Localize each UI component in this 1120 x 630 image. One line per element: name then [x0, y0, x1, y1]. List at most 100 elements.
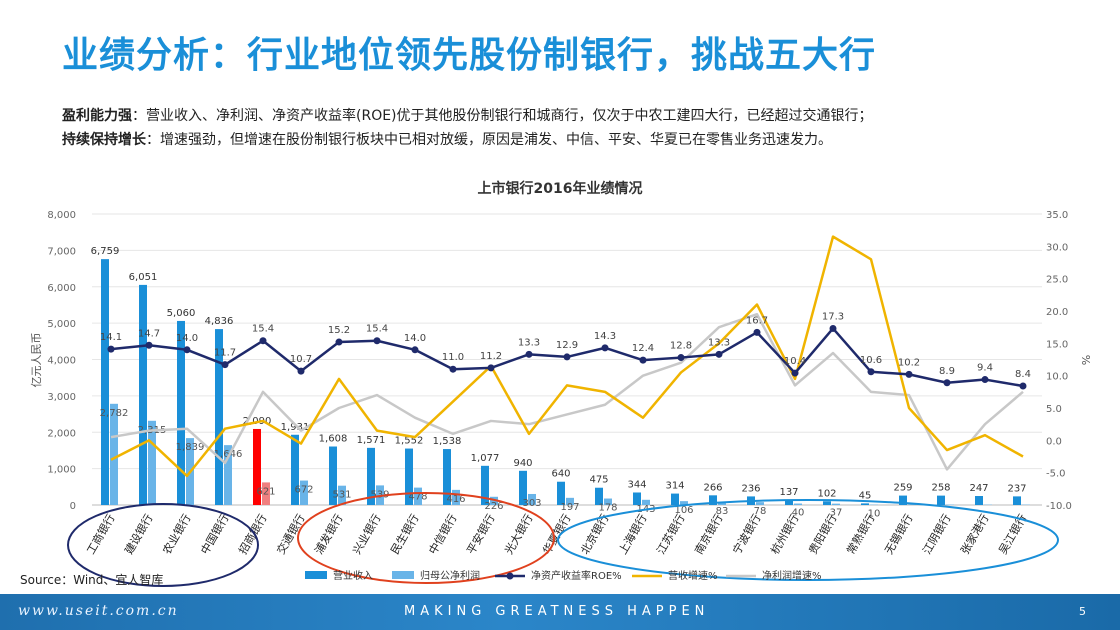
- roe-point: [791, 369, 799, 377]
- revenue-bar: [975, 496, 983, 505]
- profit-bar: [566, 497, 574, 505]
- profit-bar: [452, 489, 460, 505]
- legend-swatch-revenue: [305, 571, 327, 579]
- revenue-bar: [519, 470, 527, 505]
- roe-point: [373, 337, 381, 345]
- revenue-label: 940: [513, 458, 532, 469]
- revenue-label: 1,552: [395, 436, 424, 447]
- category-label: 无锡银行: [881, 512, 915, 557]
- revenue-bar: [671, 493, 679, 505]
- category-label: 宁波银行: [729, 512, 763, 557]
- revenue-label: 237: [1007, 483, 1026, 494]
- roe-point: [563, 353, 571, 361]
- profit-label: 621: [256, 486, 275, 497]
- y2-tick-label: 30.0: [1046, 242, 1068, 253]
- roe-point: [145, 341, 153, 349]
- profit-bar: [148, 420, 156, 505]
- profit-bar: [794, 503, 802, 505]
- profit-bar: [680, 501, 688, 505]
- bank-performance-chart: 上市银行2016年业绩情况 0 1,000 2,000 3,000 4,000 5,000 6…: [30, 180, 1093, 587]
- y2-tick-label: -5.0: [1046, 469, 1066, 480]
- roe-label: 14.0: [404, 333, 426, 344]
- profit-label: 37: [830, 508, 843, 519]
- revenue-label: 102: [817, 488, 836, 499]
- roe-point: [107, 345, 115, 353]
- description-line-2: 持续保持增长：增速强劲，但增速在股份制银行板块中已相对放缓，原因是浦发、中信、平…: [62, 128, 873, 152]
- revenue-bar: [215, 329, 223, 505]
- roe-label: 10.2: [898, 357, 920, 368]
- category-label: 张家港行: [957, 512, 991, 557]
- y-tick-label: 0: [70, 501, 76, 512]
- revenue-bar: [595, 487, 603, 505]
- revenue-label: 1,538: [433, 436, 462, 447]
- legend-swatch-roe-marker: [506, 572, 514, 580]
- profit-label: 1,646: [214, 449, 243, 460]
- profit-bar: [832, 503, 840, 505]
- category-label: 华夏银行: [539, 512, 573, 557]
- category-label: 浦发银行: [311, 512, 345, 557]
- footer-slogan: MAKING GREATNESS HAPPEN: [404, 604, 710, 619]
- profit-label: 672: [294, 485, 313, 496]
- profit-growth-line: [110, 312, 1024, 471]
- category-label: 平安银行: [463, 512, 497, 557]
- roe-label: 10.4: [784, 356, 806, 367]
- profit-bar: [528, 493, 536, 505]
- roe-label: 10.7: [290, 354, 312, 365]
- legend-label: 归母公净利润: [420, 569, 480, 582]
- profit-bar: [490, 496, 498, 505]
- revenue-bar: [1013, 496, 1021, 505]
- revenue-label: 1,571: [357, 435, 386, 446]
- roe-point: [753, 328, 761, 336]
- profit-label: 10: [868, 509, 881, 520]
- profit-label: 303: [522, 498, 541, 509]
- profit-label: 531: [332, 490, 351, 501]
- y2-tick-label: -10.0: [1046, 501, 1072, 512]
- profit-bar: [718, 501, 726, 505]
- roe-label: 14.0: [176, 333, 198, 344]
- y-tick-label: 4,000: [47, 356, 76, 367]
- profit-bar: [642, 499, 650, 505]
- profit-label: 2,782: [100, 408, 129, 419]
- revenue-label: 247: [969, 483, 988, 494]
- legend-swatch-profit: [392, 571, 414, 579]
- revenue-label: 236: [741, 483, 760, 494]
- profit-bar: [414, 487, 422, 505]
- roe-label: 10.6: [860, 355, 882, 366]
- description-line-2-text: ：增速强劲，但增速在股份制银行板块中已相对放缓，原因是浦发、中信、平安、华夏已在…: [146, 132, 832, 148]
- roe-point: [525, 350, 533, 358]
- revenue-label: 137: [779, 487, 798, 498]
- roe-point: [297, 367, 305, 375]
- revenue-bar: [861, 503, 869, 505]
- group-circle-big4: [67, 503, 259, 587]
- revenue-bar: [443, 449, 451, 505]
- roe-point: [905, 370, 913, 378]
- roe-point: [487, 364, 495, 372]
- revenue-label: 640: [551, 469, 570, 480]
- category-label: 民生银行: [387, 512, 421, 557]
- revenue-label: 344: [627, 479, 646, 490]
- revenue-label: 1,608: [319, 434, 348, 445]
- roe-point: [981, 376, 989, 384]
- category-label: 建设银行: [121, 512, 155, 557]
- roe-label: 17.3: [822, 311, 844, 322]
- revenue-label: 314: [665, 481, 684, 492]
- y2-axis-label: %: [1080, 355, 1093, 365]
- roe-point: [183, 346, 191, 354]
- y2-tick-label: 20.0: [1046, 307, 1068, 318]
- roe-label: 9.4: [977, 363, 993, 374]
- revenue-bar: [557, 481, 565, 505]
- roe-label: 11.7: [214, 348, 236, 359]
- roe-label: 11.0: [442, 352, 464, 363]
- y2-tick-label: 0.0: [1046, 436, 1062, 447]
- y-tick-label: 3,000: [47, 392, 76, 403]
- roe-point: [449, 365, 457, 373]
- revenue-label: 6,051: [129, 272, 158, 283]
- revenue-bar: [899, 495, 907, 505]
- description-line-1: 盈利能力强：营业收入、净利润、净资产收益率(ROE)优于其他股份制银行和城商行，…: [62, 104, 873, 128]
- roe-label: 12.4: [632, 343, 654, 354]
- roe-label: 16.7: [746, 315, 768, 326]
- description: 盈利能力强：营业收入、净利润、净资产收益率(ROE)优于其他股份制银行和城商行，…: [62, 104, 873, 152]
- category-label: 常熟银行: [843, 512, 877, 557]
- page-title: 业绩分析：行业地位领先股份制银行，挑战五大行: [62, 35, 877, 76]
- revenue-label: 45: [859, 490, 872, 501]
